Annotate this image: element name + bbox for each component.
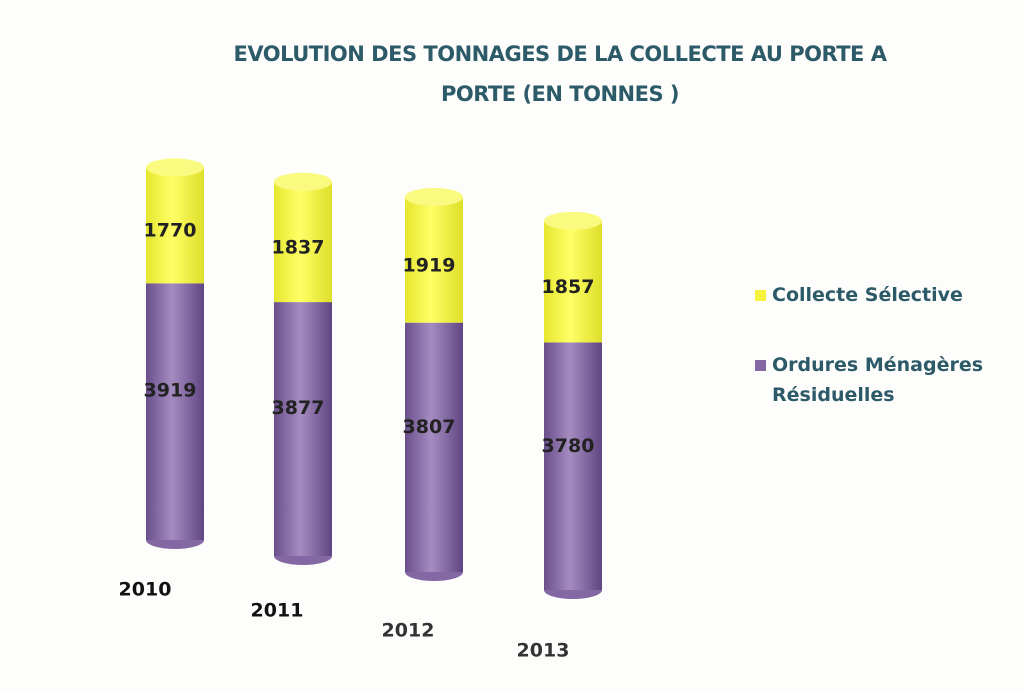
legend-swatch — [755, 290, 766, 301]
bar-segment — [274, 302, 332, 556]
cylinder-top — [405, 188, 463, 206]
bar-segment — [405, 322, 463, 572]
bar-segment — [544, 220, 602, 343]
x-tick-label: 2011 — [251, 600, 304, 622]
bar-segment — [146, 167, 204, 284]
bar-segment — [274, 181, 332, 303]
bar-segment — [405, 197, 463, 323]
value-label: 1857 — [542, 276, 595, 298]
x-tick-label: 2012 — [382, 620, 435, 642]
value-label: 1770 — [144, 220, 197, 242]
value-label: 1919 — [403, 255, 456, 277]
legend-label: Ordures Ménagères Résiduelles — [772, 354, 984, 406]
x-tick-label: 2010 — [119, 579, 172, 601]
cylinder-top — [274, 172, 332, 191]
value-label: 1837 — [272, 236, 325, 258]
legend-swatch — [755, 360, 766, 371]
bar-segment — [146, 283, 204, 540]
legend: Collecte Sélective Ordures Ménagères Rési… — [755, 280, 1015, 450]
value-label: 3877 — [272, 397, 325, 419]
value-label: 3919 — [144, 380, 197, 402]
cylinder-top — [146, 158, 204, 177]
legend-entry: Collecte Sélective — [755, 280, 1015, 310]
cylinder-top — [544, 211, 602, 230]
bar-segment — [544, 342, 602, 590]
value-label: 3780 — [542, 435, 595, 457]
x-tick-label: 2013 — [517, 640, 570, 662]
legend-entry: Ordures Ménagères Résiduelles — [755, 350, 1015, 410]
value-label: 3807 — [403, 416, 456, 438]
legend-label: Collecte Sélective — [772, 284, 963, 306]
chart-title: EVOLUTION DES TONNAGES DE LA COLLECTE AU… — [233, 42, 887, 106]
